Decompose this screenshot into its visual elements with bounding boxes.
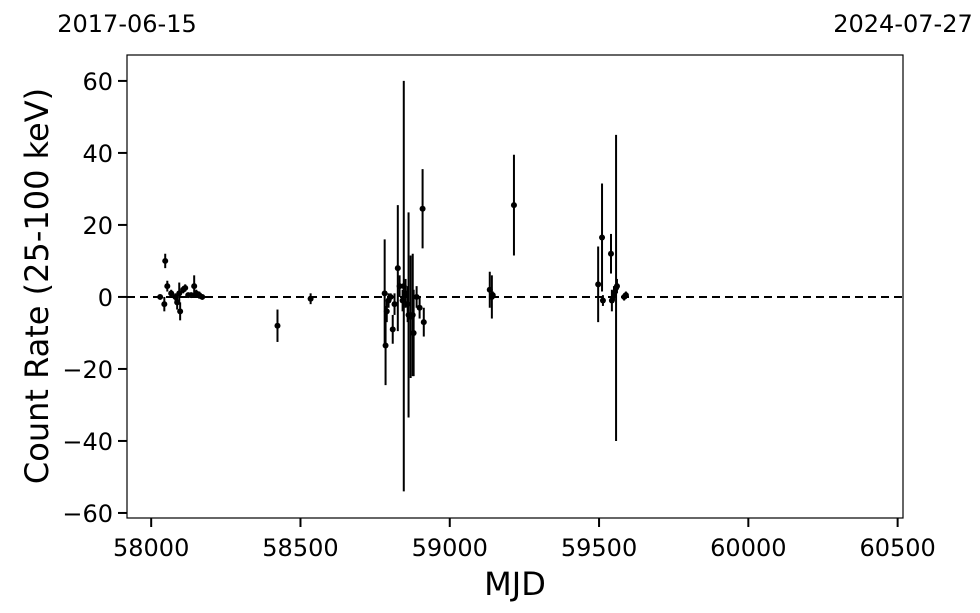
data-point xyxy=(168,290,175,297)
data-point xyxy=(599,297,606,304)
x-axis-label: MJD xyxy=(484,565,546,603)
data-point xyxy=(607,250,614,257)
data-point xyxy=(420,319,427,326)
y-axis-label: Count Rate (25-100 keV) xyxy=(18,88,56,484)
y-tick-label: −40 xyxy=(62,428,113,456)
data-point xyxy=(199,293,206,300)
x-tick-label: 59000 xyxy=(412,534,488,562)
data-point xyxy=(394,265,401,272)
data-point xyxy=(382,342,389,349)
data-point xyxy=(387,293,394,300)
plot-frame xyxy=(126,54,904,519)
x-tick-label: 60500 xyxy=(859,534,935,562)
data-point xyxy=(613,283,620,290)
data-point xyxy=(413,293,420,300)
data-point xyxy=(489,292,496,299)
data-point xyxy=(176,290,183,297)
data-point xyxy=(182,284,189,291)
data-point xyxy=(595,281,602,288)
data-point xyxy=(157,293,164,300)
data-point xyxy=(396,283,403,290)
data-point xyxy=(416,304,423,311)
x-tick-label: 58500 xyxy=(262,534,338,562)
y-tick-label: 60 xyxy=(82,68,113,96)
data-point xyxy=(177,308,184,315)
x-tick-label: 58000 xyxy=(113,534,189,562)
data-point xyxy=(162,257,169,264)
data-point xyxy=(599,234,606,241)
y-tick-label: 0 xyxy=(98,284,113,312)
data-point xyxy=(188,292,195,299)
y-tick-label: 40 xyxy=(82,140,113,168)
data-point xyxy=(622,292,629,299)
data-point xyxy=(161,301,168,308)
x-tick-label: 60000 xyxy=(710,534,786,562)
data-point xyxy=(410,329,417,336)
y-tick-label: −60 xyxy=(62,500,113,528)
data-point xyxy=(191,283,198,290)
data-point xyxy=(274,322,281,329)
y-tick-label: −20 xyxy=(62,356,113,384)
data-point xyxy=(510,202,517,209)
top-date-label: 2017-06-15 xyxy=(57,10,196,38)
data-point xyxy=(389,326,396,333)
data-point xyxy=(164,283,171,290)
data-point xyxy=(307,295,314,302)
y-tick-label: 20 xyxy=(82,212,113,240)
data-point xyxy=(419,205,426,212)
data-point xyxy=(391,301,398,308)
top-date-label: 2024-07-27 xyxy=(833,10,972,38)
data-point xyxy=(383,308,390,315)
x-tick-label: 59500 xyxy=(561,534,637,562)
data-point xyxy=(381,290,388,297)
